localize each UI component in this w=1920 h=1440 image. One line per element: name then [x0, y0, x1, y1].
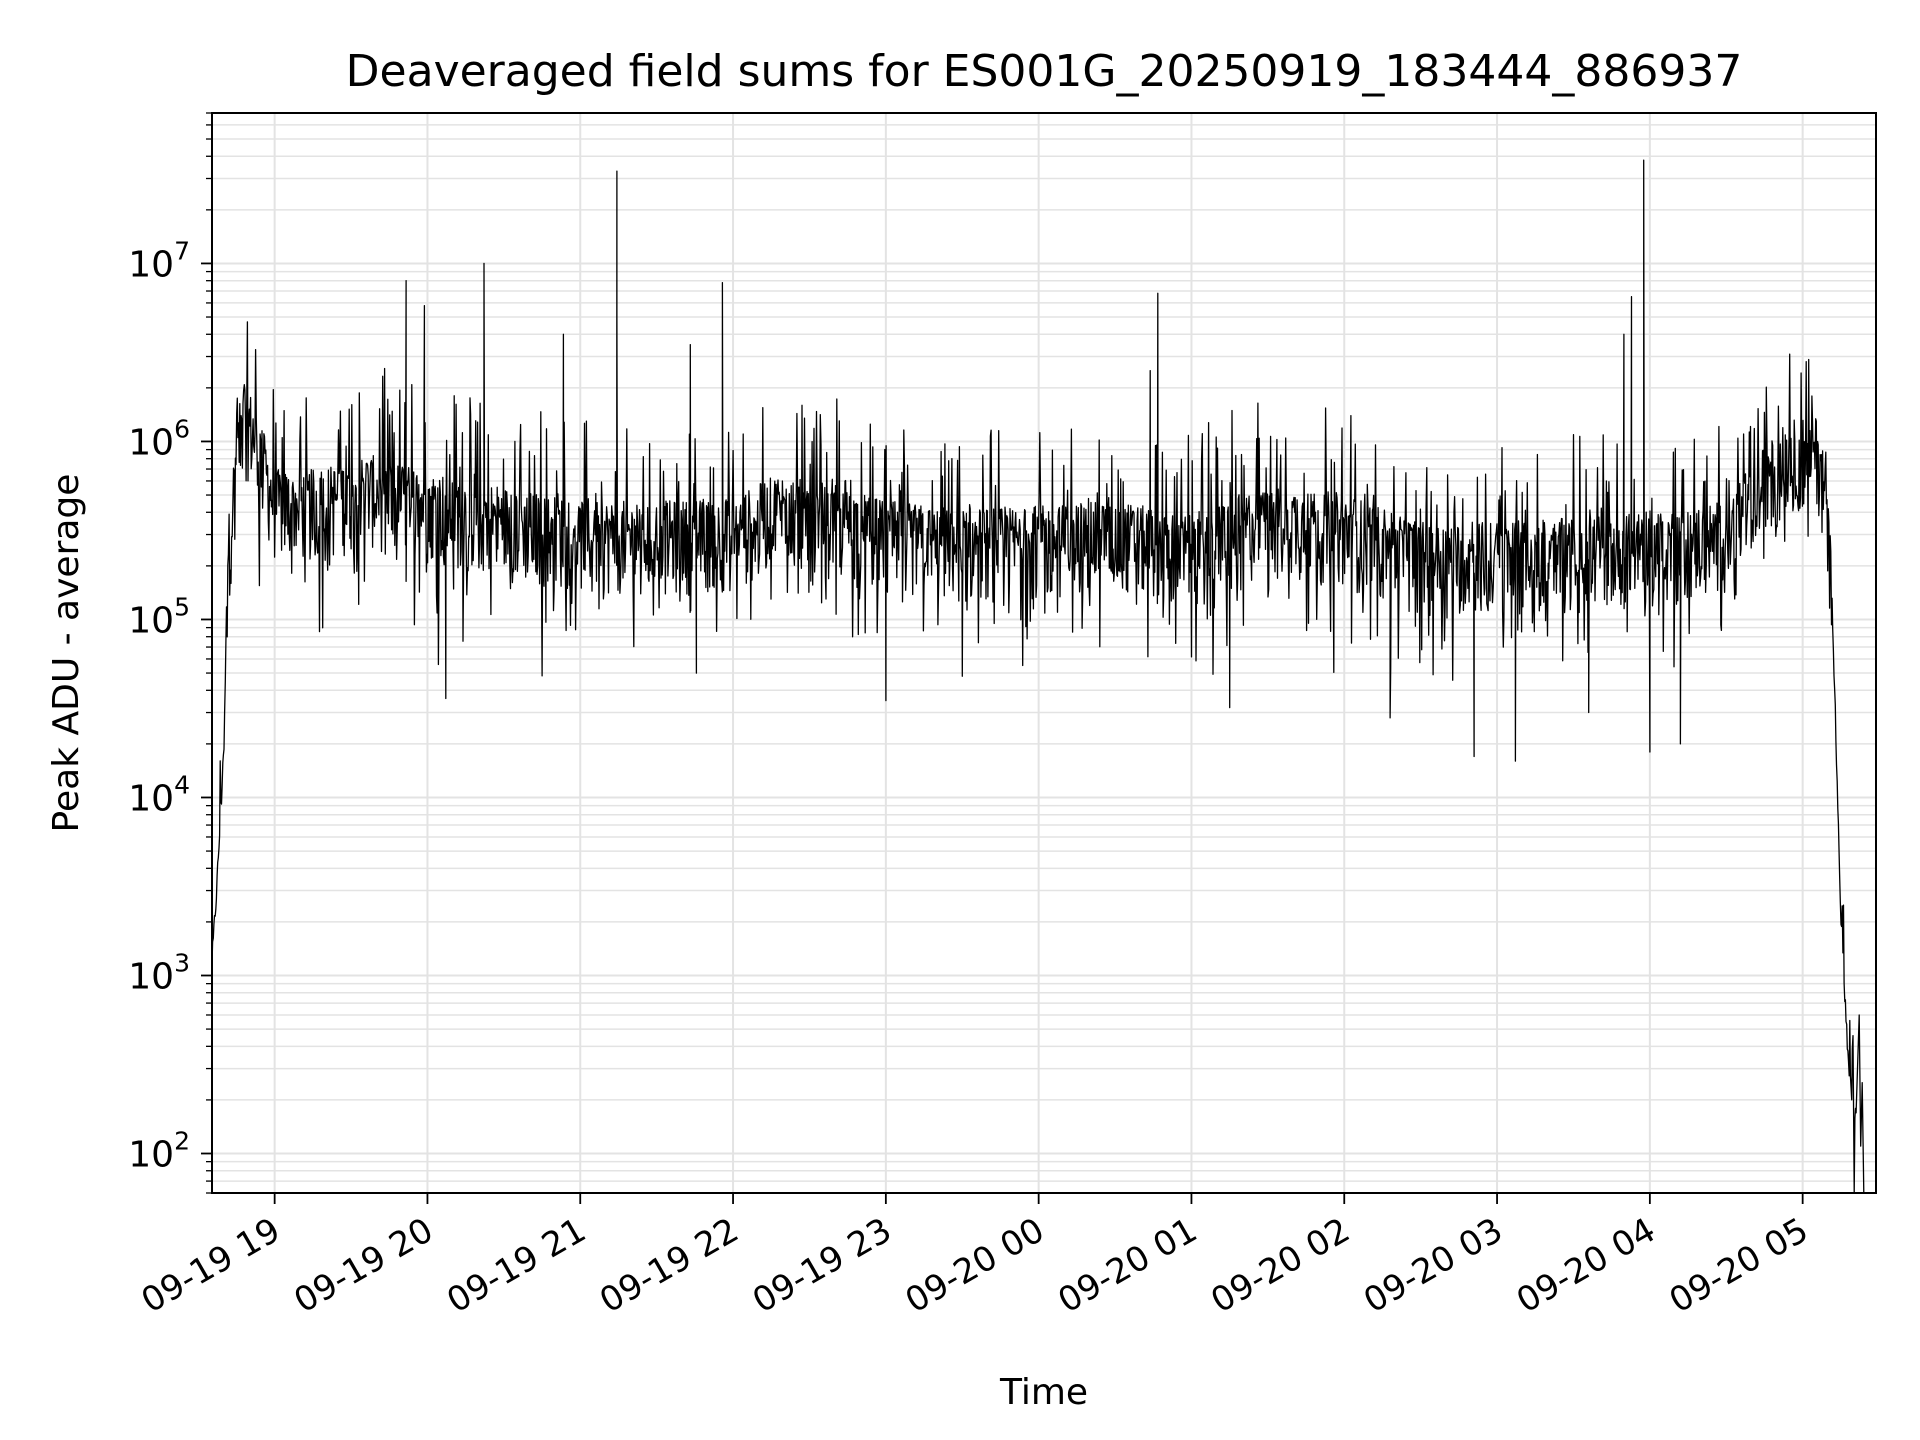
- series-line: [211, 159, 1865, 1194]
- y-axis: 102 103 104 105 106 107: [128, 112, 212, 1194]
- plot-frame: [211, 112, 1877, 1194]
- grid: [212, 112, 1876, 1194]
- x-axis-label: Time: [999, 1372, 1088, 1413]
- y-axis-label: Peak ADU - average: [46, 474, 87, 833]
- y-tick-label: 104: [128, 770, 190, 819]
- y-tick-label: 102: [128, 1127, 190, 1176]
- y-tick-label: 107: [128, 236, 190, 285]
- chart-title: Deaveraged field sums for ES001G_2025091…: [346, 46, 1743, 97]
- y-tick-label: 106: [128, 414, 190, 463]
- y-tick-label: 105: [128, 592, 190, 641]
- y-tick-label: 103: [128, 948, 190, 997]
